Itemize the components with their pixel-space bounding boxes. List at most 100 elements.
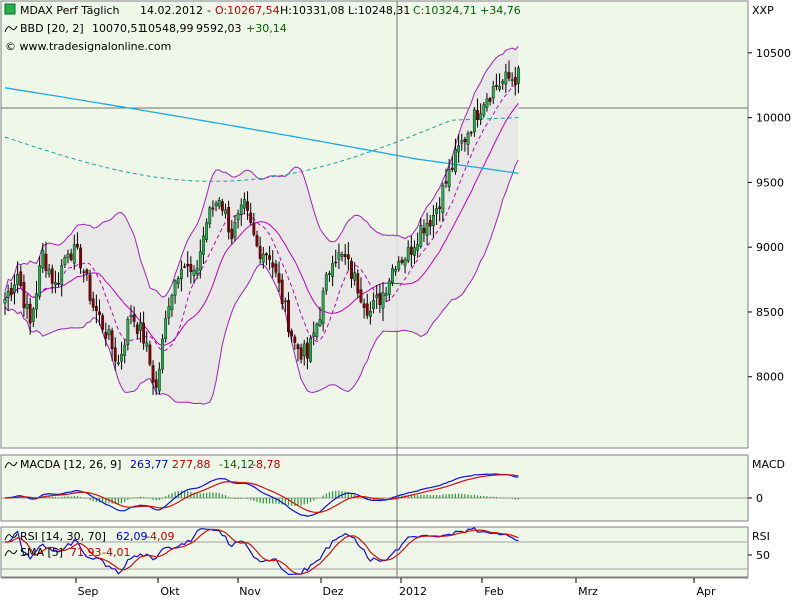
candle-down xyxy=(290,330,294,337)
price-tick-label: 9000 xyxy=(756,241,784,254)
candle-up xyxy=(236,213,240,221)
candle-up xyxy=(337,252,341,260)
candle-down xyxy=(463,139,467,143)
candle-down xyxy=(258,246,262,259)
candle-down xyxy=(19,271,23,287)
candle-down xyxy=(148,344,152,365)
candle-legend-icon xyxy=(4,3,16,15)
macd-histogram-bar xyxy=(89,498,91,501)
candle-up xyxy=(406,247,410,262)
candle-up xyxy=(116,362,120,365)
macd-wave-icon xyxy=(4,461,18,469)
macd-histogram-bar xyxy=(4,498,6,499)
candle-up xyxy=(447,169,451,188)
candle-up xyxy=(479,113,483,120)
candle-up xyxy=(31,308,35,322)
header-date: 14.02.2012 xyxy=(140,4,203,17)
rsi-wave-icon xyxy=(4,533,18,541)
header-change: +34,76 xyxy=(480,4,521,17)
candle-up xyxy=(324,274,328,291)
macd-histogram-bar xyxy=(199,493,201,498)
macd-histogram-bar xyxy=(287,498,290,506)
candle-up xyxy=(123,344,127,356)
macd-header: MACDA [12, 26, 9] 263,77 277,88 -14,12 -… xyxy=(4,458,280,471)
macd-histogram-bar xyxy=(105,498,107,504)
candle-up xyxy=(425,223,429,236)
macd-histogram-bar xyxy=(435,494,438,498)
macd-histogram-bar xyxy=(442,494,444,498)
candle-down xyxy=(469,131,473,134)
macd-histogram-bar xyxy=(127,498,129,500)
macd-histogram-bar xyxy=(410,495,412,498)
candle-down xyxy=(362,303,366,308)
candle-up xyxy=(13,284,16,293)
macd-value-3: -14,12 xyxy=(219,458,254,471)
price-tick-label: 9500 xyxy=(756,176,784,189)
macd-histogram-bar xyxy=(275,498,277,504)
macd-histogram-bar xyxy=(514,498,516,500)
macd-histogram-bar xyxy=(413,495,416,498)
candle-down xyxy=(422,227,426,234)
time-tick-label: Okt xyxy=(160,585,180,598)
candle-up xyxy=(164,318,168,340)
macd-histogram-bar xyxy=(495,496,497,498)
candle-down xyxy=(142,322,145,344)
candle-down xyxy=(227,207,231,233)
macd-histogram-bar xyxy=(272,498,274,504)
candle-down xyxy=(44,253,48,271)
macd-histogram-bar xyxy=(51,496,53,498)
sma-value-1: 71,93 xyxy=(70,546,102,559)
candle-up xyxy=(192,269,196,276)
candle-down xyxy=(9,288,13,295)
macd-histogram-bar xyxy=(193,492,195,498)
macd-histogram-bar xyxy=(240,498,242,499)
macd-histogram-bar xyxy=(139,496,142,498)
macd-histogram-bar xyxy=(328,492,331,498)
sma-label: SMA [5] xyxy=(20,546,63,559)
candle-up xyxy=(498,85,501,90)
candle-up xyxy=(472,109,476,133)
rsi-label: RSI [14, 30, 70] xyxy=(20,530,106,543)
candle-up xyxy=(208,207,212,225)
candle-down xyxy=(220,201,224,211)
candle-down xyxy=(22,282,26,308)
macd-histogram-bar xyxy=(124,498,126,502)
price-axis-title: XXP xyxy=(752,4,774,17)
macd-histogram-bar xyxy=(70,496,72,498)
macd-histogram-bar xyxy=(313,498,315,501)
rsi-header: RSI [14, 30, 70] 62,09 -4,09 SMA [5] 71,… xyxy=(4,530,174,559)
candle-down xyxy=(488,98,492,102)
symbol-name: MDAX Perf Täglich xyxy=(20,4,120,17)
candle-down xyxy=(255,235,259,247)
candle-down xyxy=(513,76,517,86)
macd-histogram-bar xyxy=(92,498,94,502)
candle-down xyxy=(476,110,479,120)
bbd-label: BBD [20, 2] xyxy=(20,22,84,35)
candle-down xyxy=(211,207,215,210)
candle-up xyxy=(107,329,111,335)
macd-histogram-bar xyxy=(234,498,236,500)
candle-up xyxy=(381,292,385,309)
candle-up xyxy=(217,200,221,207)
macd-histogram-bar xyxy=(357,496,359,498)
macd-signal-line xyxy=(4,474,519,514)
candle-down xyxy=(135,324,139,334)
bbd-change: +30,14 xyxy=(246,22,287,35)
macd-histogram-bar xyxy=(322,495,324,498)
candle-up xyxy=(66,253,70,258)
macd-histogram-bar xyxy=(432,495,434,498)
macd-histogram-bar xyxy=(420,494,422,498)
candle-up xyxy=(384,293,388,296)
candle-down xyxy=(280,279,284,305)
macd-line xyxy=(4,473,519,517)
candle-down xyxy=(450,167,454,170)
candle-down xyxy=(249,212,253,223)
macd-histogram-bar xyxy=(309,498,312,503)
macd-histogram-bar xyxy=(502,497,504,499)
price-axis-ticks: 10500 10000 9500 9000 8500 8000 xyxy=(748,47,791,384)
candle-up xyxy=(340,254,344,257)
macd-histogram-bar xyxy=(423,494,425,498)
macd-histogram-bar xyxy=(218,493,220,498)
dashed-ma-line xyxy=(4,82,519,352)
sma-value-2: -4,01 xyxy=(102,546,130,559)
